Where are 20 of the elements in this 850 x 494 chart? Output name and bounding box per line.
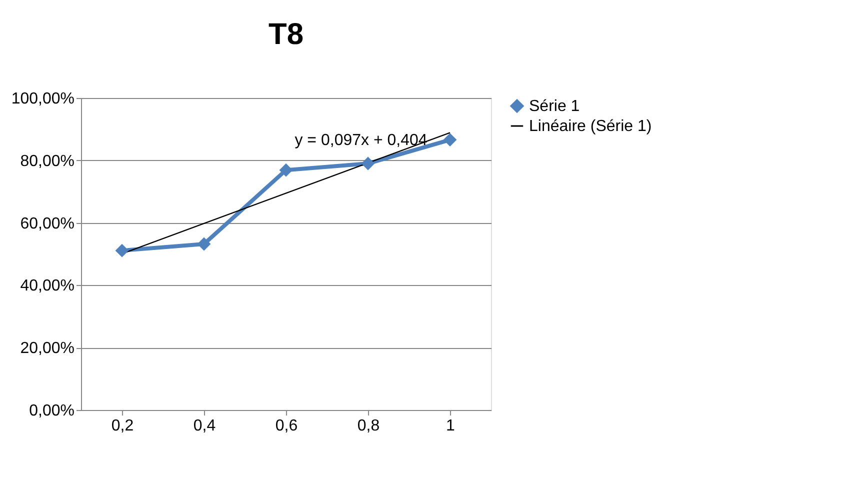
x-tick-label: 0,4 bbox=[193, 418, 216, 434]
point bbox=[115, 244, 129, 258]
y-tick-label: 40,00% bbox=[20, 278, 74, 295]
y-tick-label: 100,00% bbox=[11, 90, 74, 108]
y-tick-label: 60,00% bbox=[20, 215, 74, 232]
annotation: y = 0,097x + 0,404 bbox=[294, 132, 428, 149]
point bbox=[361, 156, 375, 170]
x-tick-label: 0,6 bbox=[275, 418, 298, 434]
legend-label: Série 1 bbox=[529, 98, 580, 115]
point bbox=[279, 163, 293, 177]
x-tick-label: 1 bbox=[446, 418, 456, 434]
legend-label: Linéaire (Série 1) bbox=[529, 118, 652, 135]
point bbox=[443, 133, 457, 147]
x-tick-label: 0,8 bbox=[357, 418, 380, 434]
chart-title: T8 bbox=[268, 18, 304, 51]
y-tick-label: 0,00% bbox=[29, 402, 74, 420]
x-tick-label: 0,2 bbox=[111, 418, 134, 434]
point bbox=[197, 237, 211, 251]
y-tick-label: 20,00% bbox=[20, 340, 74, 358]
y-tick-label: 80,00% bbox=[20, 152, 74, 170]
